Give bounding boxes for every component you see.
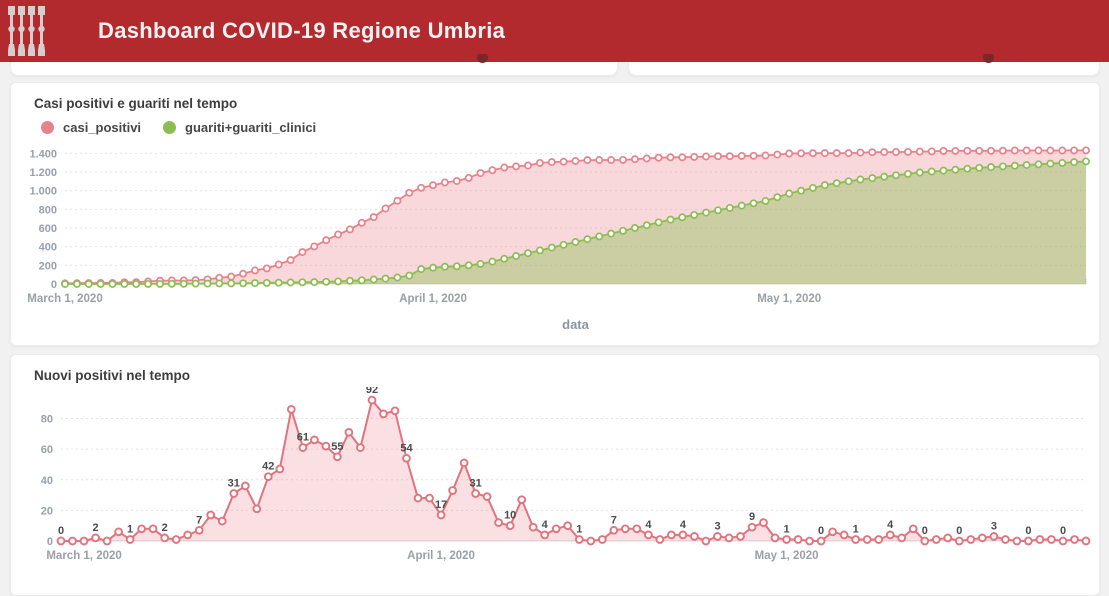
chart-title: Nuovi positivi nel tempo [34,368,191,383]
svg-text:0: 0 [818,525,824,537]
legend-label: casi_positivi [63,120,142,135]
svg-text:1.400: 1.400 [29,148,57,160]
svg-text:55: 55 [331,441,343,453]
svg-text:4: 4 [887,519,894,531]
svg-text:0: 0 [922,525,928,537]
top-card-partial [10,62,618,76]
svg-text:9: 9 [749,511,755,523]
svg-text:4: 4 [542,519,549,531]
svg-text:April 1, 2020: April 1, 2020 [407,550,475,562]
svg-text:42: 42 [262,461,274,473]
legend-label: guariti+guariti_clinici [185,120,317,135]
svg-text:0: 0 [1060,525,1066,537]
legend: casi_positivi guariti+guariti_clinici [11,111,1099,135]
svg-text:800: 800 [39,204,57,216]
svg-text:2: 2 [162,522,168,534]
chart-title: Casi positivi e guariti nel tempo [34,96,238,111]
svg-text:92: 92 [366,387,378,396]
svg-text:31: 31 [469,478,481,490]
card-accent-glyph [477,54,488,63]
svg-text:0: 0 [47,536,53,548]
svg-text:0: 0 [58,525,64,537]
card-nuovi-positivi: Nuovi positivi nel tempo 0 20 40 60 80 March … [10,354,1100,596]
svg-text:March 1, 2020: March 1, 2020 [46,550,121,562]
svg-text:54: 54 [400,442,413,454]
svg-text:1: 1 [127,524,133,536]
svg-text:0: 0 [51,279,57,291]
svg-text:600: 600 [39,223,57,235]
svg-text:May 1, 2020: May 1, 2020 [755,550,819,562]
svg-text:40: 40 [41,475,53,487]
svg-text:March 1, 2020: March 1, 2020 [27,293,102,305]
svg-text:200: 200 [39,260,57,272]
svg-text:20: 20 [41,505,53,517]
legend-dot-icon [163,121,177,134]
svg-text:0: 0 [1025,525,1031,537]
svg-text:1.000: 1.000 [29,186,57,198]
card-casi-positivi-guariti: Casi positivi e guariti nel tempo casi_p… [10,82,1100,346]
svg-text:1: 1 [784,524,790,536]
svg-text:61: 61 [297,432,309,444]
page-title: Dashboard COVID-19 Regione Umbria [98,18,506,43]
svg-text:7: 7 [611,514,617,526]
svg-text:data: data [562,317,590,332]
svg-text:April 1, 2020: April 1, 2020 [399,293,467,305]
app-header: Dashboard COVID-19 Regione Umbria [0,0,1109,62]
svg-text:400: 400 [39,242,57,254]
svg-text:3: 3 [714,520,720,532]
chart-casi-positivi-guariti[interactable]: 0 200 400 600 800 1.000 1.200 1.400 March 1, 202… [11,138,1097,338]
svg-text:7: 7 [196,514,202,526]
svg-text:60: 60 [41,444,53,456]
svg-text:4: 4 [645,519,652,531]
svg-text:4: 4 [680,519,687,531]
svg-text:17: 17 [435,499,447,511]
regione-umbria-logo-icon [8,6,45,56]
svg-text:1.200: 1.200 [29,167,57,179]
legend-item-casi-positivi[interactable]: casi_positivi [41,120,141,135]
svg-text:2: 2 [93,522,99,534]
svg-text:1: 1 [576,524,582,536]
svg-text:0: 0 [956,525,962,537]
svg-text:1: 1 [853,524,859,536]
legend-item-guariti[interactable]: guariti+guariti_clinici [163,120,316,135]
top-card-partial [628,62,1100,76]
svg-text:31: 31 [228,478,240,490]
legend-dot-icon [41,121,54,134]
svg-text:10: 10 [504,510,516,522]
svg-text:80: 80 [41,414,53,426]
svg-text:May 1, 2020: May 1, 2020 [757,293,821,305]
svg-text:3: 3 [991,520,997,532]
card-accent-glyph [983,54,994,63]
top-cards-row [10,62,1100,76]
